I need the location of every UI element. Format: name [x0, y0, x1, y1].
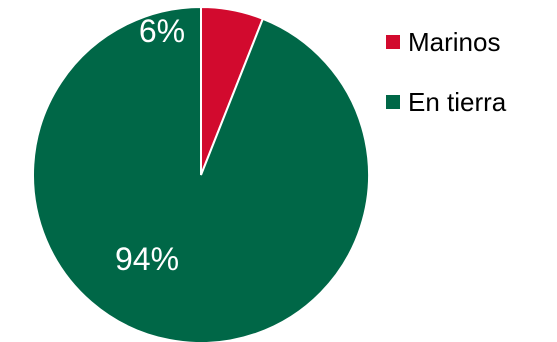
legend-item-en-tierra: En tierra	[386, 82, 506, 122]
pie-slice-en-tierra	[32, 5, 370, 342]
slice-label-en-tierra: 94%	[115, 241, 179, 277]
legend-swatch-marinos	[386, 35, 400, 49]
legend-label-en-tierra: En tierra	[408, 86, 507, 117]
legend-item-marinos: Marinos	[386, 22, 506, 62]
pie-slices	[32, 5, 370, 342]
pie-labels: 6% 94%	[115, 13, 185, 277]
slice-label-marinos: 6%	[139, 13, 185, 49]
legend-swatch-en-tierra	[386, 95, 400, 109]
legend-label-marinos: Marinos	[408, 26, 501, 57]
legend: Marinos En tierra	[386, 22, 506, 142]
